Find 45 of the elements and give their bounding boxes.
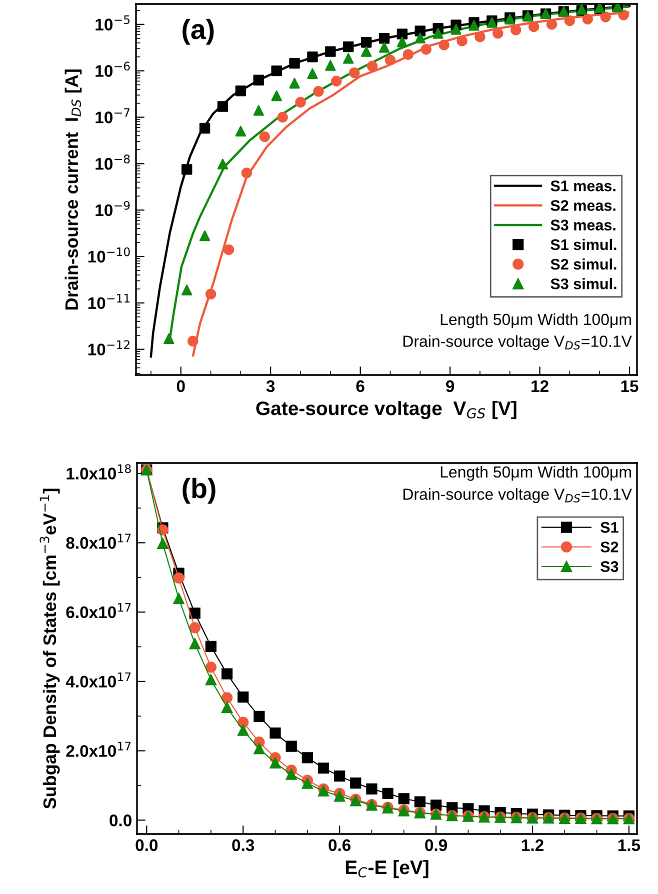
- legend-label: S3: [600, 561, 618, 572]
- legend-label: S1: [600, 522, 618, 533]
- legend-label: S2 simul.: [550, 258, 616, 270]
- annotation: Drain-source voltage V$_{DS}$=10.1V: [403, 488, 632, 504]
- y-tick-label: 10$^{−12}$: [88, 340, 130, 356]
- x-tick-label: 0.9: [425, 839, 448, 852]
- x-axis-title: E$_{C}$-E [eV]: [346, 860, 428, 878]
- legend-label: S1 meas.: [550, 180, 616, 192]
- x-tick-label: 0.3: [232, 839, 254, 852]
- y-tick-label: 10$^{−5}$: [96, 15, 130, 30]
- legend-label: S2 meas.: [550, 200, 616, 211]
- y-tick-label: 8.0x10$^{17}$: [66, 534, 131, 549]
- annotation: Length 50μm Width 100μm: [440, 466, 631, 481]
- x-tick-label: 0: [176, 380, 185, 392]
- annotation: (a): [182, 18, 214, 45]
- legend-label: S3 meas.: [550, 220, 616, 231]
- x-tick-label: 15: [621, 380, 638, 392]
- annotation: Length 50μm Width 100μm: [440, 313, 631, 328]
- legend-label: S2: [600, 542, 618, 552]
- x-tick-label: 3: [266, 380, 275, 392]
- x-tick-label: 1.2: [522, 839, 544, 851]
- y-tick-label: 10$^{−6}$: [96, 62, 130, 77]
- y-tick-label: 10$^{−11}$: [88, 294, 130, 310]
- x-tick-label: 12: [532, 380, 548, 392]
- y-tick-label: 10$^{−7}$: [96, 108, 130, 124]
- y-axis-title: Subgap Density of States [cm$^{−3}$eV$^{−1}$]: [40, 488, 60, 809]
- legend-label: S1 simul.: [550, 238, 616, 250]
- y-tick-label: 0.0: [110, 814, 132, 826]
- y-tick-label: 6.0x10$^{17}$: [66, 603, 131, 618]
- x-axis-title: Gate-source voltage V$_{GS}$ [V]: [256, 400, 516, 420]
- x-tick-label: 0.6: [328, 839, 351, 852]
- y-tick-label: 10$^{−8}$: [96, 154, 130, 170]
- y-tick-label: 4.0x10$^{17}$: [66, 672, 131, 688]
- y-tick-label: 1.0x10$^{18}$: [66, 464, 131, 480]
- y-axis-title: Drain-source current I$_{DS}$ [A]: [64, 70, 82, 310]
- y-tick-label: 10$^{−10}$: [88, 247, 130, 263]
- y-tick-label: 10$^{−9}$: [96, 200, 130, 216]
- x-tick-label: 1.5: [618, 839, 640, 852]
- x-tick-label: 6: [356, 380, 364, 392]
- annotation: Drain-source voltage V$_{DS}$=10.1V: [403, 335, 632, 350]
- legend-label: S3 simul.: [550, 278, 616, 290]
- annotation: (b): [182, 478, 216, 504]
- x-tick-label: 9: [446, 380, 454, 392]
- x-tick-label: 0.0: [136, 839, 158, 852]
- y-tick-label: 2.0x10$^{17}$: [66, 742, 131, 757]
